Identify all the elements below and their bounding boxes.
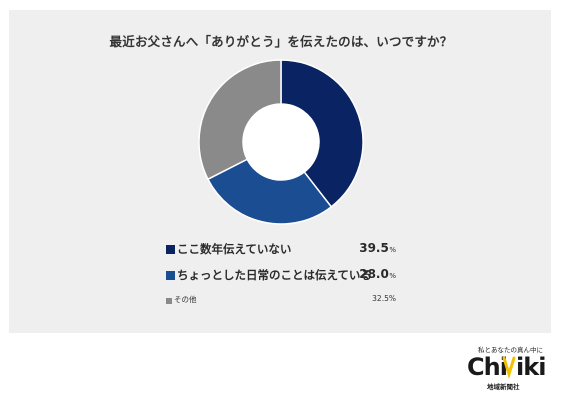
legend-label: ちょっとした日常のことは伝えている <box>177 268 372 282</box>
svg-text:iki: iki <box>516 353 545 380</box>
value-number: 39.5 <box>359 241 389 255</box>
legend-swatch <box>166 298 172 304</box>
legend-item: ここ数年伝えていない 39.5% <box>166 240 406 266</box>
value-unit: % <box>389 246 396 254</box>
legend-label: その他 <box>174 295 197 304</box>
brand-company: 地域新聞社 <box>487 383 520 391</box>
brand-logo[interactable]: Chi iki <box>467 350 547 381</box>
value-unit: % <box>389 272 396 280</box>
chart-legend: ここ数年伝えていない 39.5% ちょっとした日常のことは伝えている 28.0%… <box>166 240 406 312</box>
svg-text:Chi: Chi <box>467 353 507 380</box>
legend-value: 39.5% <box>359 241 396 255</box>
legend-value: 28.0% <box>359 267 396 281</box>
legend-value: 32.5% <box>372 294 396 303</box>
value-unit: % <box>388 294 396 303</box>
legend-swatch <box>166 271 175 280</box>
legend-item: ちょっとした日常のことは伝えている 28.0% <box>166 266 406 292</box>
value-number: 32.5 <box>372 294 389 303</box>
value-number: 28.0 <box>359 267 389 281</box>
chart-title: 最近お父さんへ「ありがとう」を伝えたのは、いつですか？ <box>109 34 453 49</box>
legend-swatch <box>166 245 175 254</box>
donut-chart <box>198 59 364 225</box>
legend-label: ここ数年伝えていない <box>177 242 292 256</box>
brand-tagline: 私とあなたの真ん中に <box>478 346 543 354</box>
legend-item: その他 32.5% <box>166 292 406 312</box>
chiiki-logo-icon: Chi iki <box>467 353 546 381</box>
donut-hole <box>243 104 319 180</box>
